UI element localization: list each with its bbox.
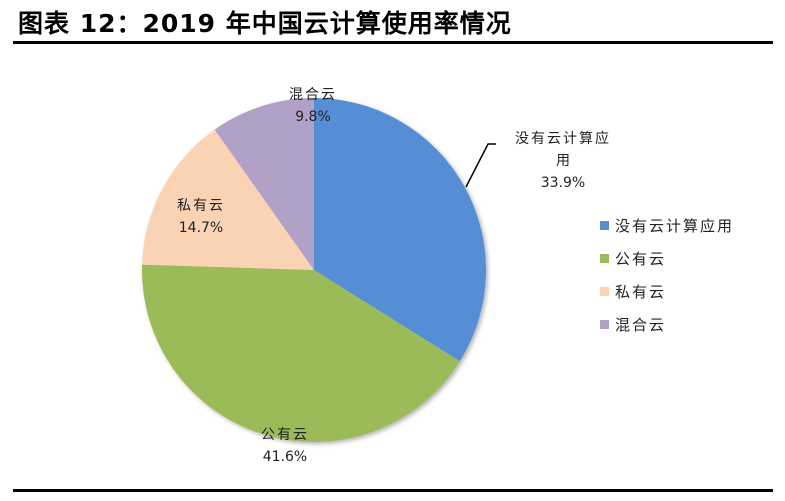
legend-item-public-cloud: 公有云 <box>600 242 734 275</box>
legend-item-hybrid-cloud: 混合云 <box>600 308 734 341</box>
slice-label-hybrid-cloud: 混合云 9.8% <box>289 87 337 125</box>
slice-private-cloud <box>142 129 314 270</box>
slice-public-cloud <box>142 264 460 442</box>
legend: 没有云计算应用 公有云 私有云 混合云 <box>600 209 734 341</box>
top-rule <box>13 41 773 44</box>
legend-swatch <box>600 221 609 230</box>
leader-line <box>465 143 496 188</box>
slice-hybrid-cloud <box>214 98 314 270</box>
legend-swatch <box>600 287 609 296</box>
legend-swatch <box>600 320 609 329</box>
slice-label-no-cloud: 没有云计算应 用 33.9% <box>515 131 611 191</box>
legend-item-private-cloud: 私有云 <box>600 275 734 308</box>
slice-no-cloud <box>314 98 486 362</box>
legend-swatch <box>600 254 609 263</box>
legend-item-no-cloud: 没有云计算应用 <box>600 209 734 242</box>
bottom-rule <box>13 489 773 492</box>
slice-label-public-cloud: 公有云 41.6% <box>261 427 309 465</box>
slice-label-private-cloud: 私有云 14.7% <box>177 198 225 236</box>
chart-title: 图表 12：2019 年中国云计算使用率情况 <box>18 9 512 38</box>
